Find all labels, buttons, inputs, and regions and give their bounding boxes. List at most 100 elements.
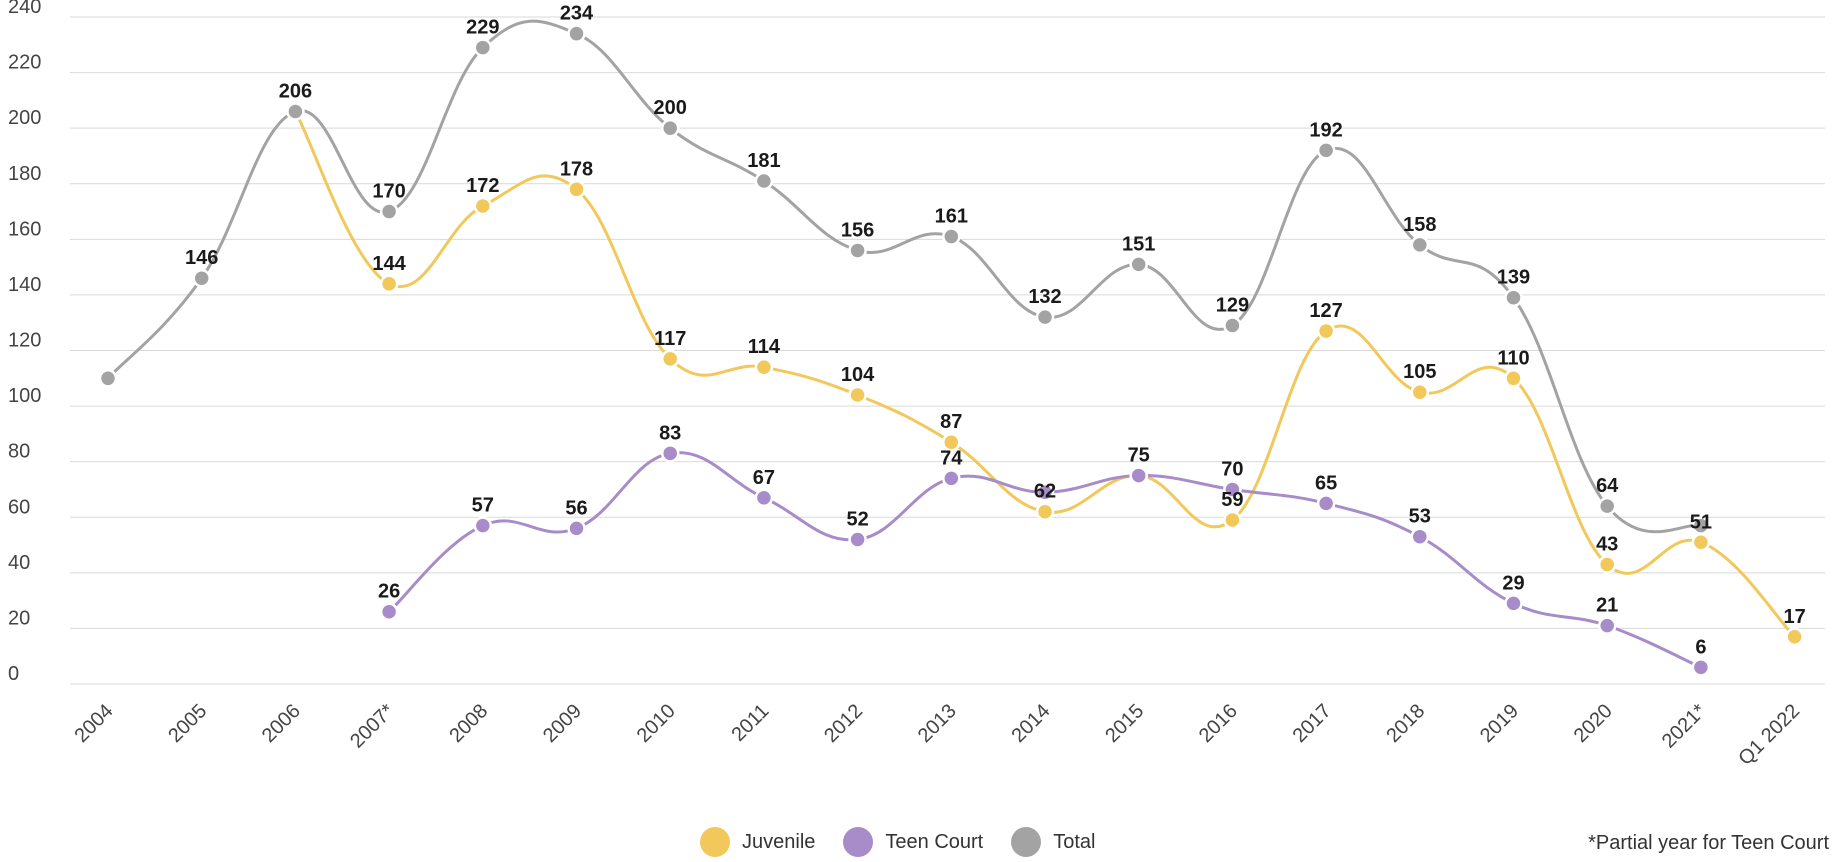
legend-item-total: Total bbox=[1011, 827, 1095, 857]
data-point-juvenile bbox=[1223, 510, 1242, 530]
data-label-total: 158 bbox=[1403, 214, 1436, 236]
data-point-teen-court bbox=[754, 488, 774, 508]
data-point-teen-court bbox=[660, 444, 680, 463]
data-label-total: 206 bbox=[279, 80, 312, 102]
data-point-juvenile bbox=[660, 349, 680, 369]
series-points bbox=[98, 24, 1804, 677]
data-point-total bbox=[192, 268, 211, 288]
x-tick-label: 2005 bbox=[164, 700, 211, 747]
legend-swatch-juvenile bbox=[700, 827, 730, 857]
y-tick-label: 160 bbox=[8, 218, 41, 240]
y-tick-label: 40 bbox=[8, 552, 30, 574]
legend-swatch-teen-court bbox=[843, 827, 874, 857]
data-point-total bbox=[660, 118, 680, 138]
x-tick-label: 2021* bbox=[1658, 700, 1711, 753]
x-tick-label: 2012 bbox=[820, 700, 867, 747]
data-label-juvenile: 51 bbox=[1690, 511, 1712, 533]
data-point-juvenile bbox=[1597, 555, 1617, 574]
data-point-total bbox=[1504, 288, 1523, 307]
data-point-total bbox=[1410, 235, 1430, 255]
data-point-total bbox=[1223, 316, 1242, 335]
y-tick-label: 180 bbox=[8, 163, 41, 185]
x-tick-label: 2017 bbox=[1289, 700, 1336, 747]
data-point-total bbox=[1129, 255, 1148, 274]
data-point-teen-court bbox=[1129, 466, 1148, 485]
data-point-juvenile bbox=[754, 357, 774, 377]
grid-lines bbox=[70, 16, 1825, 685]
legend: Juvenile Teen Court Total bbox=[700, 827, 1123, 857]
data-point-teen-court bbox=[1504, 594, 1523, 613]
x-tick-label: 2009 bbox=[539, 700, 586, 747]
y-tick-label: 220 bbox=[8, 52, 41, 74]
data-point-teen-court bbox=[1316, 494, 1336, 513]
legend-item-juvenile: Juvenile bbox=[700, 827, 815, 857]
data-point-juvenile bbox=[942, 432, 961, 452]
data-label-total: 132 bbox=[1028, 286, 1061, 308]
data-point-teen-court bbox=[848, 530, 867, 549]
data-label-juvenile: 62 bbox=[1034, 481, 1056, 503]
y-tick-label: 60 bbox=[8, 496, 30, 518]
data-label-total: 234 bbox=[560, 3, 594, 25]
data-label-teen-court: 75 bbox=[1128, 445, 1150, 467]
data-point-total bbox=[1597, 496, 1617, 516]
y-tick-label: 120 bbox=[8, 330, 41, 352]
data-label-juvenile: 43 bbox=[1596, 533, 1618, 555]
data-label-total: 64 bbox=[1596, 475, 1619, 497]
data-point-total bbox=[286, 102, 305, 121]
data-label-total: 156 bbox=[841, 219, 874, 241]
legend-label-juvenile: Juvenile bbox=[742, 830, 816, 853]
legend-swatch-total bbox=[1011, 827, 1042, 857]
data-point-total bbox=[1316, 141, 1336, 160]
data-label-teen-court: 67 bbox=[753, 467, 775, 489]
y-tick-label: 80 bbox=[8, 441, 30, 463]
data-label-teen-court: 53 bbox=[1409, 506, 1431, 528]
data-label-teen-court: 83 bbox=[659, 422, 681, 444]
data-point-juvenile bbox=[1785, 627, 1804, 647]
data-point-teen-court bbox=[1691, 658, 1711, 677]
data-label-juvenile: 178 bbox=[560, 158, 593, 180]
data-point-juvenile bbox=[1410, 382, 1430, 402]
data-point-teen-court bbox=[1597, 616, 1617, 635]
x-tick-label: 2020 bbox=[1570, 700, 1617, 747]
data-point-total bbox=[379, 202, 399, 221]
data-label-juvenile: 104 bbox=[841, 364, 875, 386]
data-point-juvenile bbox=[379, 274, 399, 294]
data-point-total bbox=[567, 24, 586, 43]
series-line-total bbox=[106, 19, 1702, 534]
x-tick-label: Q1 2022 bbox=[1734, 700, 1804, 770]
x-tick-label: 2015 bbox=[1101, 700, 1148, 747]
data-label-total: 181 bbox=[747, 150, 780, 172]
data-point-teen-court bbox=[473, 516, 493, 535]
x-tick-label: 2013 bbox=[914, 700, 961, 747]
data-point-total bbox=[1691, 516, 1711, 535]
data-point-teen-court bbox=[567, 519, 586, 538]
data-label-juvenile: 172 bbox=[466, 175, 499, 197]
data-point-juvenile bbox=[567, 180, 586, 199]
data-label-juvenile: 114 bbox=[748, 336, 781, 358]
data-label-total: 129 bbox=[1216, 294, 1249, 316]
data-point-juvenile bbox=[848, 385, 867, 405]
data-labels: 144 172 178 117 114 104 87 62 59 127 105 110 43 51 17 2… bbox=[185, 3, 1806, 659]
series-line-juvenile bbox=[294, 110, 1796, 638]
data-point-teen-court bbox=[1410, 527, 1430, 546]
x-tick-label: 2019 bbox=[1476, 700, 1523, 747]
x-tick-label: 2011 bbox=[727, 700, 773, 746]
legend-label-total: Total bbox=[1053, 830, 1096, 853]
data-label-total: 192 bbox=[1309, 119, 1342, 141]
data-label-teen-court: 26 bbox=[378, 581, 400, 603]
legend-item-teen-court: Teen Court bbox=[843, 827, 983, 857]
x-tick-label: 2004 bbox=[71, 700, 118, 747]
footnote: *Partial year for Teen Court bbox=[1588, 832, 1829, 854]
data-label-juvenile: 17 bbox=[1783, 606, 1805, 628]
data-label-juvenile: 87 bbox=[940, 411, 962, 433]
data-label-teen-court: 56 bbox=[565, 497, 587, 519]
x-tick-label: 2007* bbox=[346, 700, 399, 753]
x-tick-label: 2010 bbox=[633, 700, 680, 747]
data-label-total: 170 bbox=[372, 181, 405, 203]
data-label-juvenile: 105 bbox=[1403, 361, 1436, 383]
data-point-total bbox=[473, 38, 493, 57]
y-tick-label: 100 bbox=[8, 385, 41, 407]
data-point-total bbox=[98, 369, 118, 388]
data-label-teen-court: 52 bbox=[846, 508, 868, 530]
